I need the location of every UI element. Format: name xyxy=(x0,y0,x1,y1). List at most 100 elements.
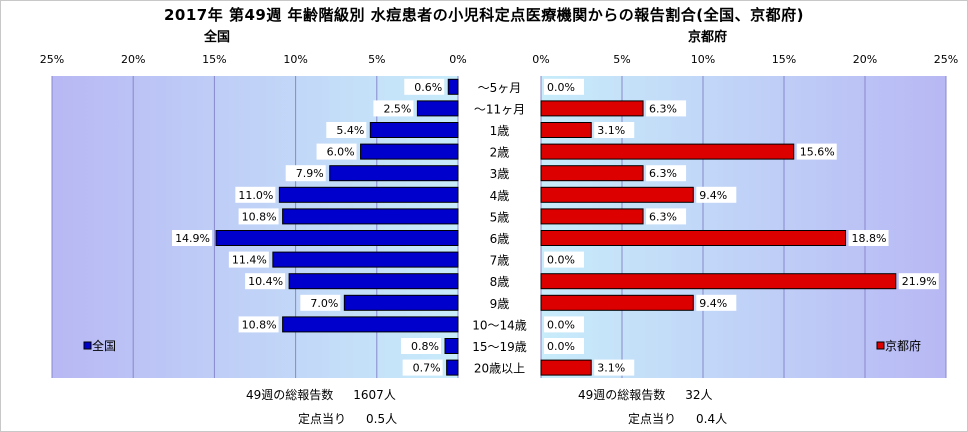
kyoto-data-label: 3.1% xyxy=(597,124,625,137)
national-bar xyxy=(215,230,459,246)
kyoto-per-site-value: 0.4人 xyxy=(696,412,728,426)
national-tick-label: 20% xyxy=(121,53,145,66)
kyoto-bar xyxy=(540,230,847,246)
national-bar xyxy=(282,316,459,333)
national-data-label-bg xyxy=(228,251,269,268)
national-data-label: 11.4% xyxy=(232,254,267,267)
national-total-reports-label: 49週の総報告数 xyxy=(246,388,334,402)
national-bar xyxy=(369,122,459,138)
kyoto-data-label: 15.6% xyxy=(800,146,835,159)
national-per-site-label: 定点当り xyxy=(298,412,347,426)
kyoto-data-label-bg xyxy=(646,208,687,225)
national-data-label-bg xyxy=(402,359,443,376)
national-bar xyxy=(416,100,459,117)
national-data-label: 0.6% xyxy=(414,81,442,94)
age-group-label: ～11ヶ月 xyxy=(474,102,525,116)
kyoto-data-label-bg xyxy=(696,186,737,203)
kyoto-total-reports-label: 49週の総報告数 xyxy=(578,388,666,402)
age-group-label: 3歳 xyxy=(490,167,510,181)
national-bar xyxy=(288,273,459,290)
kyoto-legend-label: 京都府 xyxy=(885,338,921,353)
national-tick-label: 25% xyxy=(40,53,64,66)
national-data-label: 0.8% xyxy=(411,340,439,353)
kyoto-data-label: 6.3% xyxy=(649,167,677,180)
national-bar xyxy=(329,165,459,182)
kyoto-bar xyxy=(540,359,592,376)
kyoto-data-label-bg xyxy=(544,316,584,333)
kyoto-per-site-label: 定点当り xyxy=(628,412,677,426)
kyoto-data-label: 21.9% xyxy=(902,275,937,288)
age-group-label: 4歳 xyxy=(490,189,510,203)
kyoto-data-label-bg xyxy=(898,273,939,290)
kyoto-data-label-bg xyxy=(646,165,687,182)
kyoto-bar xyxy=(540,143,795,160)
national-tick-label: 15% xyxy=(202,53,226,66)
national-data-label-bg xyxy=(172,230,213,246)
national-data-label-bg xyxy=(404,78,445,95)
kyoto-data-label: 0.0% xyxy=(547,340,575,353)
age-group-label: 2歳 xyxy=(490,146,510,160)
kyoto-data-label-bg xyxy=(848,230,889,246)
kyoto-bar xyxy=(540,294,694,311)
kyoto-data-label-bg xyxy=(544,78,584,95)
national-tick-label: 0% xyxy=(449,53,466,66)
national-bar xyxy=(446,359,459,376)
kyoto-plot-area xyxy=(541,76,946,378)
age-group-label: 15～19歳 xyxy=(472,340,527,354)
national-data-label: 5.4% xyxy=(336,124,364,137)
kyoto-data-label-bg xyxy=(696,294,737,311)
age-group-label: 1歳 xyxy=(490,124,510,138)
national-data-label: 2.5% xyxy=(383,102,411,115)
kyoto-data-label: 9.4% xyxy=(699,189,727,202)
national-data-label: 7.0% xyxy=(310,297,338,310)
kyoto-data-label: 9.4% xyxy=(699,297,727,310)
age-group-label: 6歳 xyxy=(490,232,510,246)
age-group-label: 8歳 xyxy=(490,275,510,289)
national-data-label: 10.8% xyxy=(242,318,277,331)
national-legend-label: 全国 xyxy=(92,338,116,353)
national-legend-swatch xyxy=(83,341,92,350)
national-data-label-bg xyxy=(238,208,279,225)
national-data-label-bg xyxy=(245,273,286,290)
kyoto-bar xyxy=(540,208,644,225)
national-panel-title: 全国 xyxy=(204,30,231,45)
kyoto-tick-label: 10% xyxy=(691,53,715,66)
kyoto-data-label-bg xyxy=(544,338,584,354)
national-data-label-bg xyxy=(285,165,326,182)
kyoto-data-label: 6.3% xyxy=(649,210,677,223)
kyoto-tick-label: 20% xyxy=(853,53,877,66)
age-group-label: 20歳以上 xyxy=(474,362,525,376)
national-tick-label: 10% xyxy=(283,53,307,66)
national-plot-area xyxy=(52,76,458,378)
national-bar xyxy=(343,294,459,311)
national-data-label: 7.9% xyxy=(296,167,324,180)
kyoto-panel-title: 京都府 xyxy=(688,30,728,45)
kyoto-data-label-bg xyxy=(594,359,635,376)
national-data-label: 10.8% xyxy=(242,210,277,223)
national-data-label: 14.9% xyxy=(175,232,210,245)
national-bar xyxy=(272,251,459,268)
age-group-label: 10～14歳 xyxy=(472,318,527,332)
kyoto-legend-swatch xyxy=(876,341,885,350)
national-bar xyxy=(447,78,459,95)
kyoto-data-label: 6.3% xyxy=(649,102,677,115)
national-data-label: 0.7% xyxy=(413,362,441,375)
national-data-label-bg xyxy=(316,143,357,160)
age-group-label: 9歳 xyxy=(490,297,510,311)
national-bar xyxy=(444,338,459,354)
national-total-reports-value: 1607人 xyxy=(353,388,396,402)
national-bar xyxy=(278,186,459,203)
national-data-label: 10.4% xyxy=(248,275,283,288)
kyoto-data-label-bg xyxy=(544,251,584,268)
kyoto-bar xyxy=(540,186,694,203)
national-tick-label: 5% xyxy=(368,53,385,66)
kyoto-bar xyxy=(540,122,592,138)
national-data-label: 11.0% xyxy=(238,189,273,202)
kyoto-data-label: 0.0% xyxy=(547,254,575,267)
national-data-label-bg xyxy=(326,122,367,138)
kyoto-data-label-bg xyxy=(594,122,635,138)
chart-title: 2017年 第49週 年齢階級別 水痘患者の小児科定点医療機関からの報告割合(全… xyxy=(163,6,804,24)
national-data-label-bg xyxy=(235,186,276,203)
kyoto-data-label: 3.1% xyxy=(597,362,625,375)
